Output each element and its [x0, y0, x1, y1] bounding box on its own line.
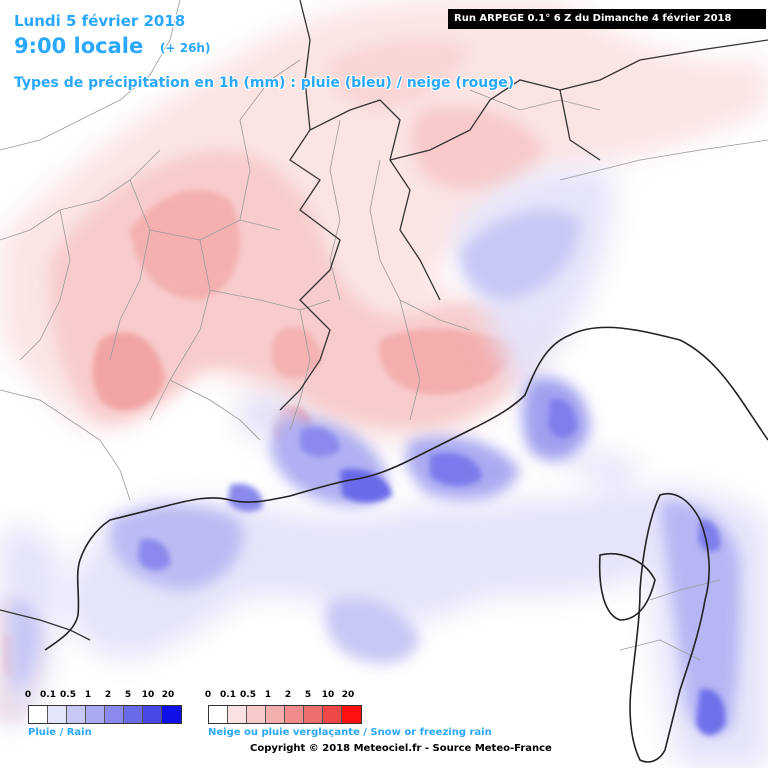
rain-legend-swatch — [143, 706, 162, 723]
rain-legend-swatch — [105, 706, 124, 723]
rain-legend-ticks: 0 0.1 0.5 1 2 5 10 20 — [24, 690, 182, 702]
forecast-date: Lundi 5 février 2018 — [14, 12, 186, 30]
rain-legend-tick: 20 — [161, 690, 175, 700]
snow-legend-swatch — [304, 706, 323, 723]
rain-legend-swatch — [48, 706, 67, 723]
rain-legend-tick: 0 — [24, 690, 32, 700]
snow-legend-swatch — [323, 706, 342, 723]
rain-legend-swatch — [124, 706, 143, 723]
rain-legend-swatch — [86, 706, 105, 723]
rain-legend-tick: 0.1 — [40, 690, 56, 700]
coastline — [44, 326, 768, 763]
rain-legend-swatches — [28, 705, 182, 724]
snow-precipitation-field — [0, 0, 768, 720]
snow-legend-swatch — [247, 706, 266, 723]
rain-legend-tick: 1 — [84, 690, 92, 700]
rain-precipitation-field — [0, 167, 768, 768]
snow-legend-tick: 0 — [204, 690, 212, 700]
snow-legend-tick: 10 — [321, 690, 335, 700]
snow-legend-tick: 5 — [304, 690, 312, 700]
snow-legend-label: Neige ou pluie verglaçante / Snow or fre… — [208, 727, 492, 738]
snow-legend-tick: 0.5 — [240, 690, 256, 700]
rain-legend-tick: 0.5 — [60, 690, 76, 700]
snow-legend-tick: 20 — [341, 690, 355, 700]
snow-legend-ticks: 0 0.1 0.5 1 2 5 10 20 — [204, 690, 492, 702]
forecast-lead-time: (+ 26h) — [160, 41, 211, 55]
snow-legend-swatch — [209, 706, 228, 723]
model-run-banner: Run ARPEGE 0.1° 6 Z du Dimanche 4 févrie… — [448, 9, 766, 29]
region-borders — [0, 0, 768, 661]
rain-legend-label: Pluie / Rain — [28, 727, 92, 738]
forecast-time: 9:00 locale — [14, 34, 144, 58]
rain-legend-swatch — [29, 706, 48, 723]
rain-legend-swatch — [67, 706, 86, 723]
rain-legend-tick: 10 — [141, 690, 155, 700]
snow-legend-swatch — [342, 706, 361, 723]
snow-legend-swatches — [208, 705, 362, 724]
snow-legend-swatch — [285, 706, 304, 723]
national-borders — [0, 0, 768, 641]
snow-legend: 0 0.1 0.5 1 2 5 10 20 Neige ou pluie verglaçant… — [204, 690, 492, 738]
copyright-credit: Copyright © 2018 Meteociel.fr - Source M… — [250, 743, 552, 754]
map-title: Types de précipitation en 1h (mm) : plui… — [14, 75, 515, 91]
snow-legend-swatch — [228, 706, 247, 723]
rain-legend-tick: 5 — [124, 690, 132, 700]
rain-legend-tick: 2 — [104, 690, 112, 700]
snow-legend-tick: 1 — [264, 690, 272, 700]
rain-legend: 0 0.1 0.5 1 2 5 10 20 Pluie / Rain — [24, 690, 182, 738]
snow-legend-tick: 0.1 — [220, 690, 236, 700]
rain-legend-swatch — [162, 706, 181, 723]
snow-legend-tick: 2 — [284, 690, 292, 700]
snow-legend-swatch — [266, 706, 285, 723]
